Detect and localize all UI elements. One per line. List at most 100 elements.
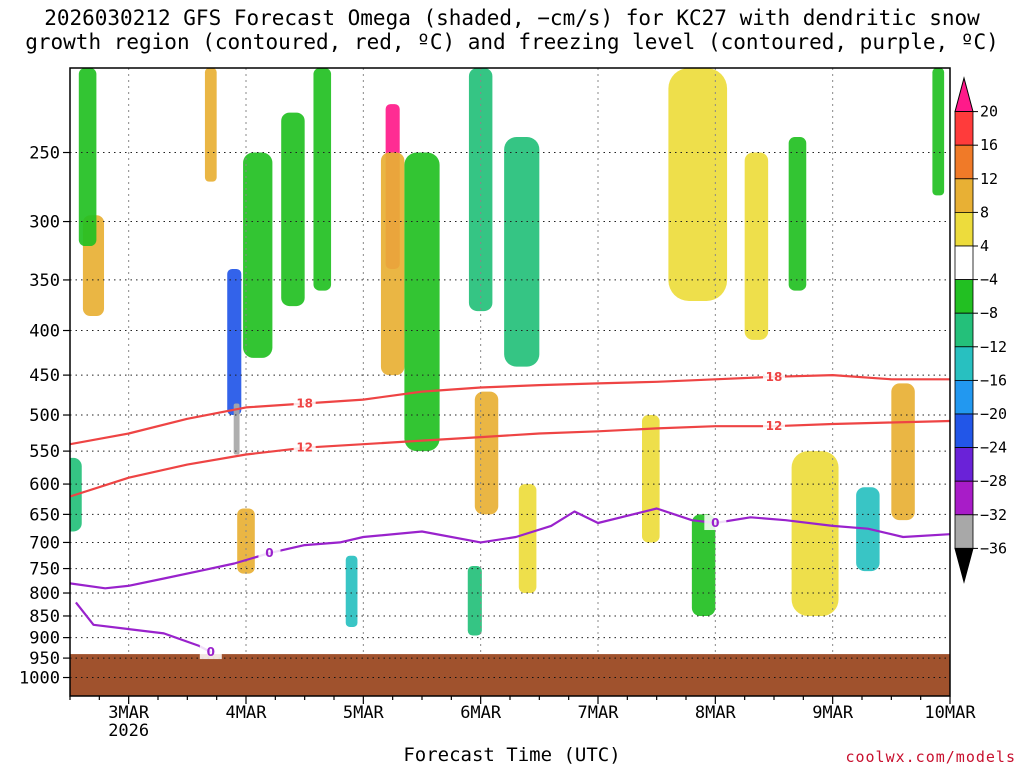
contour-label--12-1: 12 [766,419,783,433]
x-tick-label-9MAR: 9MAR [812,703,854,723]
x-tick-label-5MAR: 5MAR [343,703,385,723]
omega-cell-3 [204,68,217,182]
colorbar-label-1: 16 [980,136,998,154]
y-tick-label-650: 650 [29,505,60,525]
y-tick-label-750: 750 [29,560,60,580]
omega-cell-21 [788,137,807,291]
colorbar-label-9: −20 [980,405,1007,423]
source-credit[interactable]: coolwx.com/models [845,748,1016,766]
colorbar-swatch-13 [954,514,974,549]
x-tick-label-8MAR: 8MAR [695,703,737,723]
omega-cell-9 [313,68,332,291]
colorbar-label-8: −16 [980,371,1007,389]
colorbar-swatch-3 [954,178,974,213]
contour-label-bg--18-1 [763,368,785,384]
colorbar-swatch-1 [954,111,974,146]
y-tick-label-250: 250 [29,144,60,164]
title-line-2: growth region (contoured, red, ºC) and f… [25,30,999,54]
y-tick-label-350: 350 [29,271,60,291]
omega-shading-layer [70,68,945,636]
colorbar-label-0: 20 [980,103,998,121]
contour-label-bg-0-1 [704,515,727,531]
y-tick-label-900: 900 [29,629,60,649]
x-tick-sublabel-2026: 2026 [108,721,149,741]
colorbar-top-arrow [954,76,974,113]
omega-cell-18 [518,484,537,594]
contour-layer: 18 18 12 12 0 0 0 [70,368,950,660]
colorbar-label-3: 8 [980,203,989,221]
omega-cell-20 [744,152,769,340]
omega-cell-6 [237,508,255,574]
contour-label-0-1: 0 [711,516,719,530]
colorbar-label-10: −24 [980,439,1007,457]
omega-cell-26 [642,415,660,543]
omega-cell-2 [78,68,97,246]
colorbar-label-7: −12 [980,338,1007,356]
contour-line--18 [70,374,950,446]
y-tick-label-850: 850 [29,607,60,627]
omega-cell-7 [281,112,305,307]
omega-cell-17 [467,566,482,636]
omega-cell-16 [474,391,499,515]
contour-line--12 [70,419,950,498]
contour-label-bg--18-0 [293,395,316,411]
colorbar-label-12: −32 [980,506,1007,524]
ground-fill [70,654,950,696]
y-tick-label-450: 450 [29,366,60,386]
contour-label--18-0: 18 [296,396,313,410]
contour-label--18-1: 18 [766,370,783,384]
y-tick-label-1000: 1000 [19,669,60,689]
contour-label-bg--12-1 [763,418,785,434]
omega-cell-24 [891,383,915,521]
y-tick-label-950: 950 [29,649,60,669]
contour-label-bg-0-0 [258,545,281,561]
colorbar-swatch-12 [954,480,974,516]
contour-label-bg-0-low-0 [199,644,222,660]
ground-layer [70,654,950,696]
contour-label-0-0: 0 [265,546,273,560]
y-axis: 2503003504004505005506006507007508008509… [19,144,70,689]
y-tick-label-300: 300 [29,213,60,233]
omega-cell-22 [791,451,839,616]
x-axis-title: Forecast Time (UTC) [403,744,621,766]
colorbar-swatch-8 [954,346,974,381]
colorbar-swatch-7 [954,312,974,348]
omega-cell-4 [227,268,242,416]
colorbar-swatch-9 [954,379,974,415]
colorbar-swatch-5 [954,245,974,280]
chart-title: 2026030212 GFS Forecast Omega (shaded, −… [0,6,1024,54]
contour-label-bg--12-0 [293,439,316,455]
colorbar-label-4: 4 [980,237,989,255]
y-tick-label-500: 500 [29,406,60,426]
x-tick-label-7MAR: 7MAR [578,703,620,723]
colorbar-swatch-4 [954,211,974,247]
colorbar-swatch-2 [954,144,974,180]
colorbar-label-13: −36 [980,539,1007,557]
omega-cell-13 [404,152,440,452]
x-tick-label-6MAR: 6MAR [460,703,502,723]
colorbar-label-11: −28 [980,472,1007,490]
omega-cell-25 [691,514,716,616]
contour-label--12-0: 12 [296,441,313,455]
colorbar: 20 16 12 8 4 −4 −8 −12 −16 −20 −24 −28 −32 −36 [954,76,1007,584]
x-tick-label-3MAR: 3MAR [108,703,150,723]
colorbar-bottom-arrow [954,547,974,584]
y-tick-label-600: 600 [29,475,60,495]
omega-cell-8 [243,152,273,358]
x-tick-label-4MAR: 4MAR [226,703,268,723]
omega-cell-19 [668,68,728,301]
colorbar-label-5: −4 [980,271,998,289]
colorbar-swatch-11 [954,447,974,482]
y-tick-label-400: 400 [29,322,60,342]
y-tick-label-550: 550 [29,442,60,462]
title-line-1: 2026030212 GFS Forecast Omega (shaded, −… [44,6,980,30]
omega-cell-12 [380,152,405,376]
omega-cell-15 [504,137,540,367]
omega-cell-10 [345,555,358,627]
y-tick-label-700: 700 [29,533,60,553]
colorbar-swatch-6 [954,279,974,314]
y-tick-label-800: 800 [29,584,60,604]
x-tick-label-10MAR: 10MAR [924,703,976,723]
